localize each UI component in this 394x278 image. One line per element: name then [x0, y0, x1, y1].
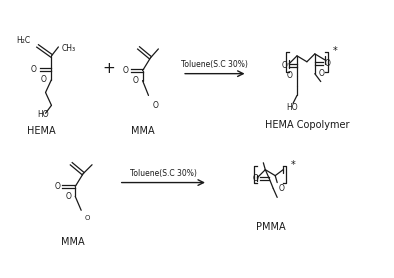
Text: HEMA: HEMA	[27, 126, 56, 136]
Text: HO: HO	[38, 110, 49, 119]
Text: O: O	[123, 66, 129, 75]
Text: O: O	[152, 101, 158, 110]
Text: O: O	[41, 75, 46, 84]
Text: O: O	[281, 61, 287, 70]
Text: HO: HO	[286, 103, 298, 112]
Text: O: O	[319, 69, 325, 78]
Text: *: *	[291, 160, 296, 170]
Text: O: O	[325, 59, 331, 68]
Text: *: *	[333, 46, 337, 56]
Text: Toluene(S.C 30%): Toluene(S.C 30%)	[181, 60, 248, 69]
Text: MMA: MMA	[131, 126, 154, 136]
Text: CH₃: CH₃	[61, 44, 76, 53]
Text: H₂C: H₂C	[17, 36, 31, 46]
Text: MMA: MMA	[61, 237, 85, 247]
Text: O: O	[287, 71, 293, 80]
Text: +: +	[102, 61, 115, 76]
Text: O: O	[278, 184, 284, 193]
Text: O: O	[253, 174, 258, 183]
Text: O: O	[31, 65, 37, 74]
Text: HEMA Copolymer: HEMA Copolymer	[265, 120, 349, 130]
Text: O: O	[54, 182, 60, 191]
Text: PMMA: PMMA	[256, 222, 286, 232]
Text: Toluene(S.C 30%): Toluene(S.C 30%)	[130, 169, 197, 178]
Text: O: O	[133, 76, 139, 85]
Text: O: O	[65, 192, 71, 201]
Text: O: O	[84, 215, 89, 221]
